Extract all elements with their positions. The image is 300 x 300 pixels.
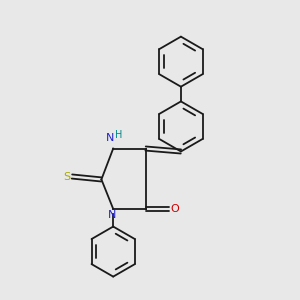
Text: O: O bbox=[171, 204, 179, 214]
Text: H: H bbox=[115, 130, 122, 140]
Text: N: N bbox=[107, 210, 116, 220]
Text: S: S bbox=[63, 172, 70, 182]
Text: N: N bbox=[106, 133, 114, 143]
